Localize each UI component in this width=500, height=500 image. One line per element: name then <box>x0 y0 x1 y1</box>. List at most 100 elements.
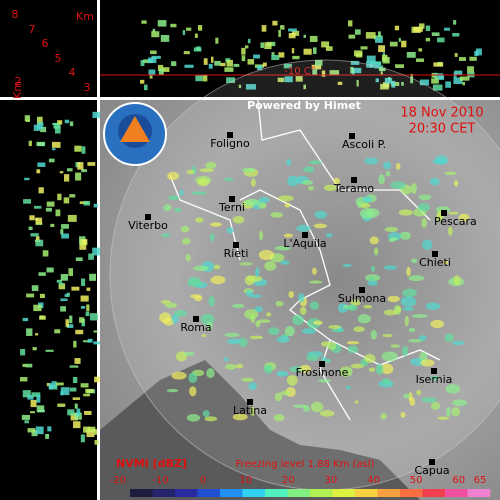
freezing-level: Freezing level 1.88 Km (asl) <box>236 459 375 470</box>
echo <box>284 202 291 208</box>
echo <box>232 216 245 224</box>
profile-echo <box>73 340 77 348</box>
profile-echo <box>36 116 43 125</box>
profile-echo <box>87 162 96 166</box>
profile-echo <box>85 311 90 317</box>
city-label: Pescara <box>434 215 477 228</box>
profile-echo <box>197 25 203 31</box>
profile-echo <box>81 146 86 154</box>
echo <box>259 230 264 241</box>
profile-echo <box>437 37 445 43</box>
echo <box>383 265 398 270</box>
echo <box>167 195 180 200</box>
profile-echo <box>337 81 343 85</box>
echo <box>451 399 468 407</box>
profile-echo <box>253 54 260 59</box>
echo <box>160 299 171 304</box>
profile-echo <box>93 341 102 345</box>
echo <box>359 207 375 219</box>
echo <box>226 227 234 234</box>
profile-echo <box>35 236 40 242</box>
profile-echo <box>256 65 263 71</box>
profile-echo <box>394 25 400 31</box>
profile-echo <box>215 37 219 44</box>
profile-echo <box>348 34 356 39</box>
profile-echo <box>58 283 66 290</box>
scale-tick: 40 <box>367 475 380 486</box>
echo <box>448 211 459 215</box>
profile-echo <box>52 123 59 126</box>
profile-echo <box>24 115 31 122</box>
echo <box>232 413 248 421</box>
echo <box>400 296 417 307</box>
profile-echo <box>77 162 84 170</box>
profile-echo <box>64 294 68 297</box>
profile-echo <box>462 82 465 86</box>
profile-echo <box>186 27 192 31</box>
echo <box>194 295 203 302</box>
echo <box>280 260 290 265</box>
profile-echo <box>22 363 27 367</box>
profile-echo <box>71 286 80 291</box>
profile-echo <box>74 358 81 364</box>
echo <box>383 161 392 170</box>
echo <box>364 353 376 363</box>
echo <box>346 341 360 345</box>
echo <box>342 263 352 267</box>
echo <box>370 329 377 340</box>
echo <box>185 253 191 262</box>
profile-echo <box>80 434 85 443</box>
scale-swatch <box>355 489 378 497</box>
profile-echo <box>140 60 145 67</box>
height-tick: 6 <box>42 37 49 50</box>
echo <box>429 177 440 186</box>
profile-echo <box>382 56 390 64</box>
echo <box>276 336 290 343</box>
city-marker <box>431 368 437 374</box>
profile-echo <box>425 37 431 42</box>
echo <box>280 390 291 396</box>
echo <box>389 237 399 241</box>
echo <box>408 275 425 282</box>
profile-echo <box>37 162 46 167</box>
profile-echo <box>88 253 94 260</box>
scale-swatch <box>197 489 221 497</box>
profile-echo <box>21 414 30 420</box>
echo <box>353 326 365 333</box>
profile-echo <box>329 70 340 76</box>
profile-echo <box>33 304 42 312</box>
echo <box>232 303 245 309</box>
profile-echo <box>60 273 68 281</box>
echo <box>371 265 376 272</box>
scale-swatch <box>377 489 401 497</box>
profile-echo <box>36 169 41 174</box>
profile-echo <box>92 247 101 256</box>
profile-echo <box>203 58 208 65</box>
echo <box>411 183 417 194</box>
city-label: Sulmona <box>338 292 386 305</box>
profile-echo <box>66 324 74 328</box>
profile-echo <box>410 73 413 78</box>
profile-echo <box>93 429 98 435</box>
profile-echo <box>158 69 164 75</box>
profile-echo <box>389 41 398 47</box>
echo <box>408 327 416 333</box>
echo <box>323 184 338 191</box>
profile-echo <box>60 306 66 312</box>
echo <box>308 160 323 165</box>
echo <box>191 191 207 195</box>
profile-echo <box>141 20 147 24</box>
profile-echo <box>162 67 170 72</box>
profile-echo <box>57 403 66 407</box>
profile-echo <box>93 330 98 333</box>
echo <box>325 233 333 238</box>
profile-echo <box>30 399 37 408</box>
profile-echo <box>184 64 194 68</box>
echo <box>357 314 371 324</box>
profile-echo <box>31 285 39 292</box>
echo <box>180 225 190 233</box>
profile-echo <box>74 412 82 420</box>
echo <box>425 302 441 310</box>
scale-swatch <box>175 489 198 497</box>
profile-echo <box>79 317 85 323</box>
